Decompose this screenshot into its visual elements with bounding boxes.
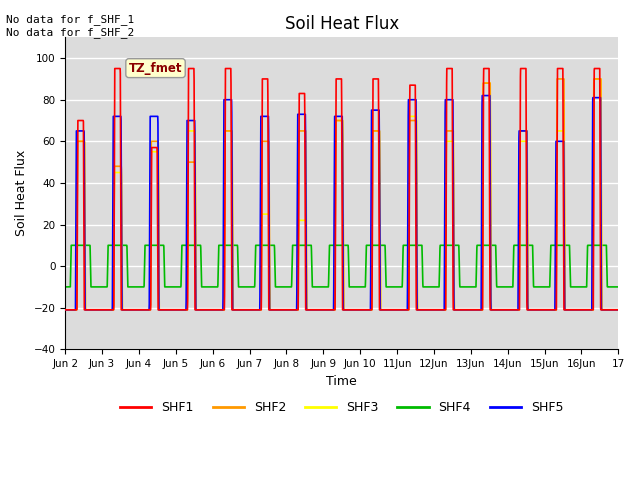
Text: TZ_fmet: TZ_fmet [129, 61, 182, 75]
Text: No data for f_SHF_1
No data for f_SHF_2: No data for f_SHF_1 No data for f_SHF_2 [6, 14, 134, 38]
Y-axis label: Soil Heat Flux: Soil Heat Flux [15, 150, 28, 237]
Legend: SHF1, SHF2, SHF3, SHF4, SHF5: SHF1, SHF2, SHF3, SHF4, SHF5 [115, 396, 568, 419]
X-axis label: Time: Time [326, 374, 357, 387]
Title: Soil Heat Flux: Soil Heat Flux [285, 15, 399, 33]
